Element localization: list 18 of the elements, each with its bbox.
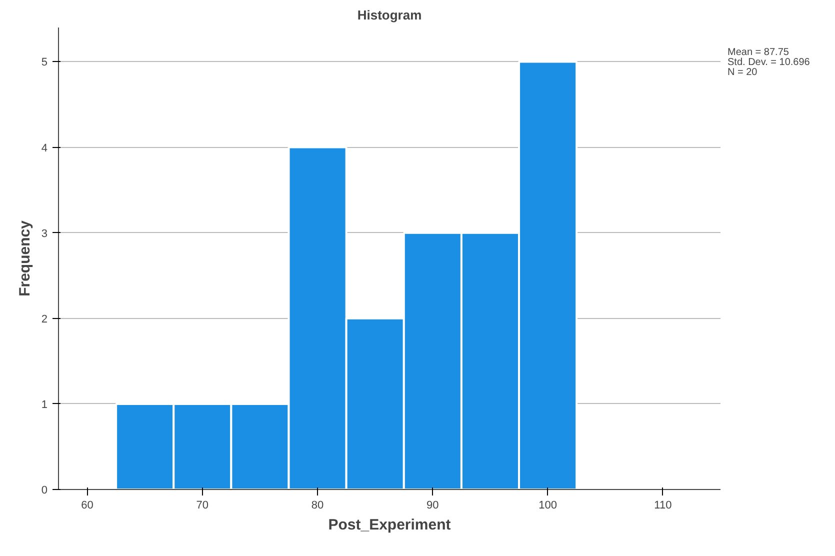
text: Mean = 87.75 [728, 46, 790, 58]
x-tick-label: 110 [654, 500, 672, 512]
y-tick-label: 5 [41, 56, 48, 69]
x-tick-label: 70 [196, 500, 209, 512]
x-tick-label: 90 [426, 500, 439, 512]
x-axis-title: Post_Experiment [328, 516, 451, 534]
y-tick-label: 0 [41, 484, 48, 496]
x-tick-label: 60 [81, 500, 94, 512]
x-tick-label: 80 [311, 500, 324, 512]
text: N = 20 [728, 66, 758, 78]
y-tick-label: 2 [41, 313, 48, 326]
y-tick-label: 4 [41, 142, 48, 154]
text: Std. Dev. = 10.696 [728, 56, 810, 68]
x-tick-label: 100 [538, 500, 557, 512]
y-tick-label: 1 [41, 398, 48, 411]
chart-title: Histogram [357, 8, 422, 22]
y-tick-label: 3 [41, 228, 48, 240]
y-axis-title: Frequency [16, 220, 34, 296]
